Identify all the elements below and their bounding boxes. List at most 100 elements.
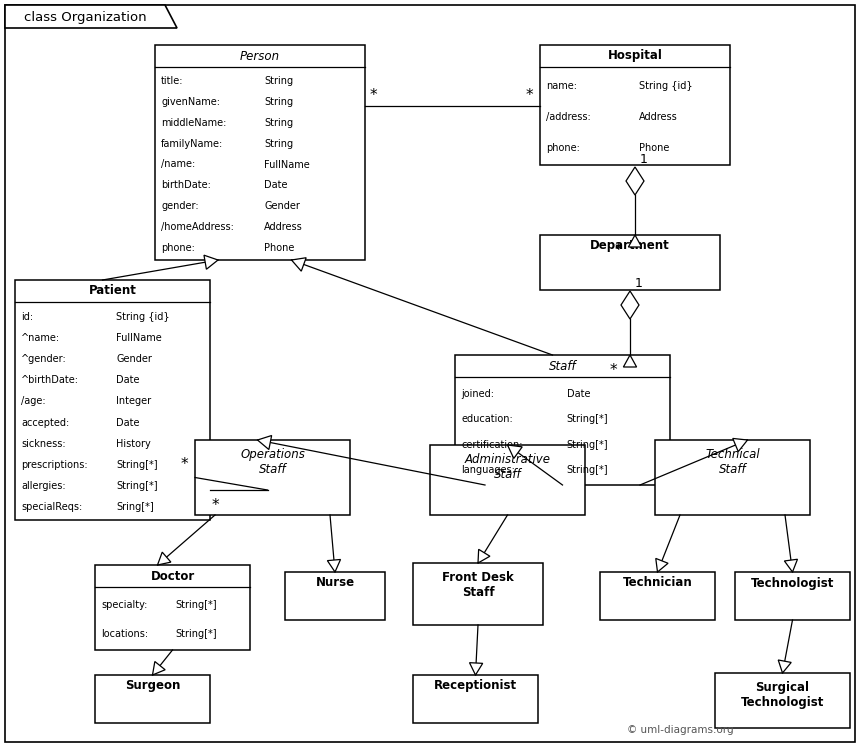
Bar [15, 280, 210, 520]
Text: /homeAddress:: /homeAddress: [161, 222, 234, 232]
Text: String[*]: String[*] [567, 440, 608, 450]
Polygon shape [292, 258, 306, 271]
Text: Gender: Gender [264, 201, 300, 211]
Text: title:: title: [161, 76, 183, 87]
Text: Date: Date [116, 375, 140, 385]
Polygon shape [257, 436, 272, 450]
Text: Date: Date [264, 180, 288, 190]
Polygon shape [152, 662, 165, 675]
Text: Technical
Staff: Technical Staff [705, 448, 760, 476]
Polygon shape [624, 355, 636, 367]
Text: String {id}: String {id} [116, 311, 170, 322]
Text: Hospital: Hospital [607, 49, 662, 63]
Text: joined:: joined: [461, 388, 494, 399]
Text: /name:: /name: [161, 160, 195, 170]
Text: accepted:: accepted: [21, 418, 70, 427]
Polygon shape [656, 559, 668, 572]
Text: String: String [264, 76, 293, 87]
Text: *: * [370, 87, 378, 102]
Bar [540, 235, 720, 290]
Text: *: * [610, 363, 617, 378]
Text: Nurse: Nurse [316, 577, 354, 589]
Polygon shape [157, 552, 171, 565]
Text: Address: Address [264, 222, 303, 232]
Text: Person: Person [240, 49, 280, 63]
Text: phone:: phone: [161, 243, 195, 252]
Polygon shape [328, 560, 341, 572]
Bar [655, 440, 810, 515]
Polygon shape [733, 438, 747, 452]
Text: Surgeon: Surgeon [125, 680, 181, 692]
Text: String[*]: String[*] [175, 601, 218, 610]
Bar [413, 675, 538, 723]
Bar [285, 572, 385, 620]
Text: phone:: phone: [546, 143, 580, 152]
Text: Address: Address [639, 112, 678, 122]
Text: Technologist: Technologist [751, 577, 834, 589]
Text: languages:: languages: [461, 465, 515, 475]
Text: String: String [264, 118, 293, 128]
Text: class Organization: class Organization [24, 11, 146, 25]
Text: 1: 1 [640, 153, 648, 166]
Text: locations:: locations: [101, 629, 148, 639]
Bar [715, 673, 850, 728]
Text: Surgical
Technologist: Surgical Technologist [740, 681, 824, 709]
Text: ^name:: ^name: [21, 333, 60, 343]
Text: FullName: FullName [116, 333, 163, 343]
Text: History: History [116, 438, 151, 449]
Bar [95, 565, 250, 650]
Polygon shape [470, 663, 482, 675]
Polygon shape [204, 255, 218, 269]
Text: /age:: /age: [21, 397, 46, 406]
Text: Phone: Phone [639, 143, 669, 152]
Text: Front Desk
Staff: Front Desk Staff [442, 571, 514, 599]
Text: *: * [212, 498, 219, 513]
Text: String {id}: String {id} [639, 81, 692, 91]
Polygon shape [784, 560, 797, 572]
Text: certification:: certification: [461, 440, 523, 450]
Bar [430, 445, 585, 515]
Text: String: String [264, 97, 293, 107]
Text: String[*]: String[*] [175, 629, 218, 639]
Text: ^birthDate:: ^birthDate: [21, 375, 79, 385]
Polygon shape [621, 291, 639, 319]
Text: ^gender:: ^gender: [21, 354, 67, 364]
Bar [195, 440, 350, 515]
Text: Department: Department [590, 240, 670, 252]
Bar [95, 675, 210, 723]
Text: Sring[*]: Sring[*] [116, 503, 154, 512]
Text: Integer: Integer [116, 397, 151, 406]
Text: Doctor: Doctor [150, 569, 194, 583]
Bar [735, 572, 850, 620]
Text: Date: Date [116, 418, 140, 427]
Text: Gender: Gender [116, 354, 152, 364]
Bar [600, 572, 715, 620]
Text: © uml-diagrams.org: © uml-diagrams.org [627, 725, 734, 735]
Polygon shape [629, 235, 642, 247]
Text: specialReqs:: specialReqs: [21, 503, 83, 512]
Bar [413, 563, 543, 625]
Text: /address:: /address: [546, 112, 591, 122]
Text: education:: education: [461, 415, 513, 424]
Polygon shape [507, 445, 522, 459]
Text: *: * [615, 243, 623, 258]
Text: id:: id: [21, 311, 34, 322]
Text: String[*]: String[*] [116, 460, 158, 470]
Text: prescriptions:: prescriptions: [21, 460, 88, 470]
Text: sickness:: sickness: [21, 438, 65, 449]
Text: *: * [526, 87, 533, 102]
Text: Technician: Technician [623, 577, 692, 589]
Text: familyName:: familyName: [161, 139, 224, 149]
Text: *: * [181, 457, 188, 473]
Text: Phone: Phone [264, 243, 295, 252]
Text: Date: Date [567, 388, 590, 399]
Text: FullName: FullName [264, 160, 310, 170]
Text: middleName:: middleName: [161, 118, 226, 128]
Polygon shape [778, 660, 791, 673]
Text: specialty:: specialty: [101, 601, 147, 610]
Polygon shape [478, 549, 490, 563]
Text: String[*]: String[*] [567, 465, 608, 475]
Text: Administrative
Staff: Administrative Staff [464, 453, 550, 481]
Text: String: String [264, 139, 293, 149]
Text: Staff: Staff [549, 359, 576, 373]
